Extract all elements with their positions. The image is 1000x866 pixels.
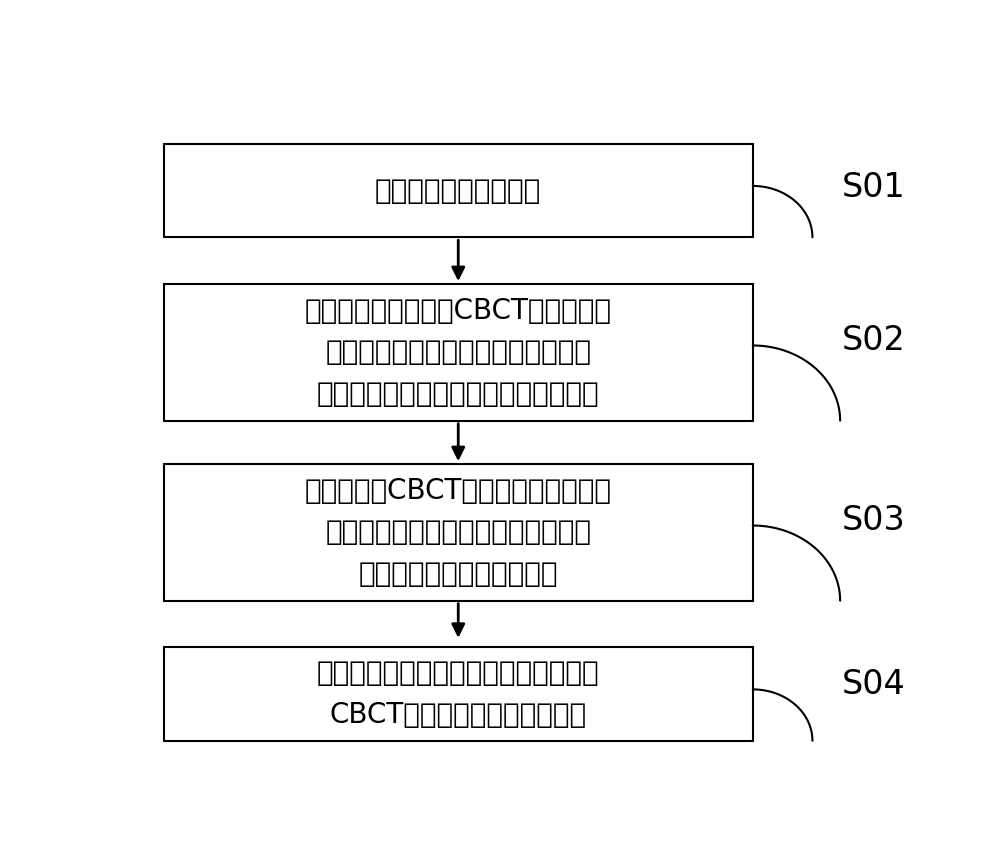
Text: 构建卷积神经网络模型: 构建卷积神经网络模型 [375,177,541,204]
Text: 将所述分割结果整合得到所述待分割的
CBCT图像的三维颌骨分割结果: 将所述分割结果整合得到所述待分割的 CBCT图像的三维颌骨分割结果 [317,659,600,728]
Text: S01: S01 [842,171,906,204]
Text: 从待分割的CBCT图像提取多个图像子
序列，输入训练好的卷积神经网络模
型，对应得到多个分割结果: 从待分割的CBCT图像提取多个图像子 序列，输入训练好的卷积神经网络模 型，对应… [305,477,612,587]
Text: S03: S03 [842,504,906,537]
Text: S02: S02 [842,324,906,357]
Text: 将已分割标记颌骨的CBCT图像预处理
后，从中提取图像子序列作为训练样
本，对所述卷积神经网络模型进行训练: 将已分割标记颌骨的CBCT图像预处理 后，从中提取图像子序列作为训练样 本，对所… [305,297,612,408]
FancyBboxPatch shape [164,464,753,601]
Text: S04: S04 [842,668,906,701]
FancyBboxPatch shape [164,648,753,740]
FancyBboxPatch shape [164,144,753,237]
FancyBboxPatch shape [164,284,753,421]
